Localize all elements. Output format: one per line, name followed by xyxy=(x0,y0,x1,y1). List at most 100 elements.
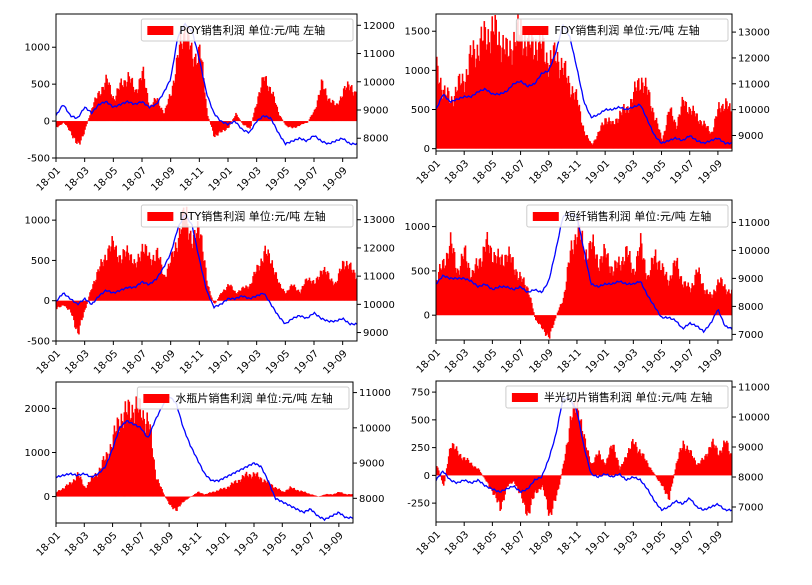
profit-bar xyxy=(635,256,638,316)
profit-bar xyxy=(670,475,673,487)
profit-bar xyxy=(76,472,79,497)
profit-bar xyxy=(132,412,135,497)
profit-bar xyxy=(166,268,169,301)
profit-bar xyxy=(66,121,68,126)
profit-bar xyxy=(250,478,253,497)
profit-bar xyxy=(314,108,317,122)
profit-bar xyxy=(513,475,515,482)
profit-bar xyxy=(485,49,488,149)
profit-bar xyxy=(668,111,671,149)
profit-bar xyxy=(347,84,350,122)
profit-bar xyxy=(608,454,610,476)
profit-bar xyxy=(638,90,641,149)
profit-bar xyxy=(72,121,74,139)
profit-bar xyxy=(523,48,525,149)
profit-bar xyxy=(690,450,693,476)
profit-bar xyxy=(283,291,286,301)
profit-bar xyxy=(482,246,485,316)
profit-bar xyxy=(236,114,238,122)
profit-bar xyxy=(546,62,549,149)
profit-bar xyxy=(437,271,440,316)
profit-bar xyxy=(260,87,262,122)
profit-bar xyxy=(479,471,482,476)
profit-bar xyxy=(582,436,585,476)
profit-bar xyxy=(245,471,248,497)
profit-bar xyxy=(277,282,280,301)
profit-bar xyxy=(571,417,574,476)
profit-bar xyxy=(284,121,287,125)
profit-bar xyxy=(208,492,211,497)
profit-bar xyxy=(720,277,722,316)
profit-bar xyxy=(212,300,214,301)
profit-bar xyxy=(572,93,575,149)
profit-bar xyxy=(511,475,513,484)
profit-bar xyxy=(451,443,454,476)
profit-bar xyxy=(141,420,144,497)
profit-bar xyxy=(678,278,681,316)
profit-bar xyxy=(465,460,468,476)
profit-bar xyxy=(125,251,128,301)
profit-bar xyxy=(234,116,236,122)
x-tick-label: 19-07 xyxy=(668,158,696,186)
profit-bar xyxy=(96,272,98,301)
profit-bar xyxy=(571,249,574,316)
profit-bar xyxy=(656,123,659,149)
x-tick-label: 19-05 xyxy=(264,348,292,376)
right-y-tick-label: 7000 xyxy=(738,503,763,514)
profit-bar xyxy=(250,121,252,127)
profit-bar xyxy=(595,139,597,149)
profit-bar xyxy=(228,285,230,301)
profit-bar xyxy=(515,269,517,316)
profit-bar xyxy=(599,130,601,149)
left-y-tick-label: 1500 xyxy=(405,27,430,38)
profit-bar xyxy=(343,86,346,122)
profit-bar xyxy=(198,44,201,122)
profit-bar xyxy=(563,62,566,149)
profit-bar xyxy=(244,121,246,126)
profit-bar xyxy=(115,431,118,497)
profit-bar xyxy=(190,243,193,301)
profit-bar xyxy=(586,135,589,149)
profit-bar xyxy=(162,113,165,122)
profit-bar xyxy=(492,31,495,149)
profit-bar xyxy=(179,33,182,122)
profit-bar xyxy=(267,249,269,301)
profit-bar xyxy=(704,294,706,316)
profit-bar xyxy=(581,430,584,476)
profit-bar xyxy=(322,270,325,301)
profit-bar xyxy=(108,82,110,122)
profit-bar xyxy=(121,259,124,301)
profit-bar xyxy=(74,121,76,139)
profit-bar xyxy=(670,278,673,316)
profit-bar xyxy=(652,112,655,149)
profit-bar xyxy=(671,115,674,149)
profit-bar xyxy=(694,274,696,316)
profit-bar xyxy=(569,250,572,316)
profit-bar xyxy=(285,121,288,126)
profit-bar xyxy=(664,130,667,149)
profit-bar xyxy=(184,212,187,301)
profit-bar xyxy=(234,480,237,497)
profit-bar xyxy=(558,307,561,316)
profit-bar xyxy=(127,72,130,122)
profit-bar xyxy=(692,458,694,476)
profit-bar xyxy=(135,89,138,122)
profit-bar xyxy=(210,295,212,301)
profit-bar xyxy=(703,290,705,316)
left-y-tick-label: 500 xyxy=(411,415,430,426)
profit-bar xyxy=(211,121,213,127)
price-line xyxy=(436,396,732,512)
profit-bar xyxy=(277,489,280,497)
profit-bar xyxy=(624,110,626,149)
profit-bar xyxy=(640,243,643,316)
profit-bar xyxy=(480,26,483,149)
profit-bar xyxy=(615,457,617,476)
profit-bar xyxy=(188,49,191,122)
profit-bar xyxy=(221,489,224,497)
profit-bar xyxy=(507,475,509,487)
profit-bar xyxy=(288,121,291,127)
profit-bar xyxy=(625,112,627,149)
profit-bar xyxy=(630,98,632,149)
profit-bar xyxy=(297,490,299,497)
